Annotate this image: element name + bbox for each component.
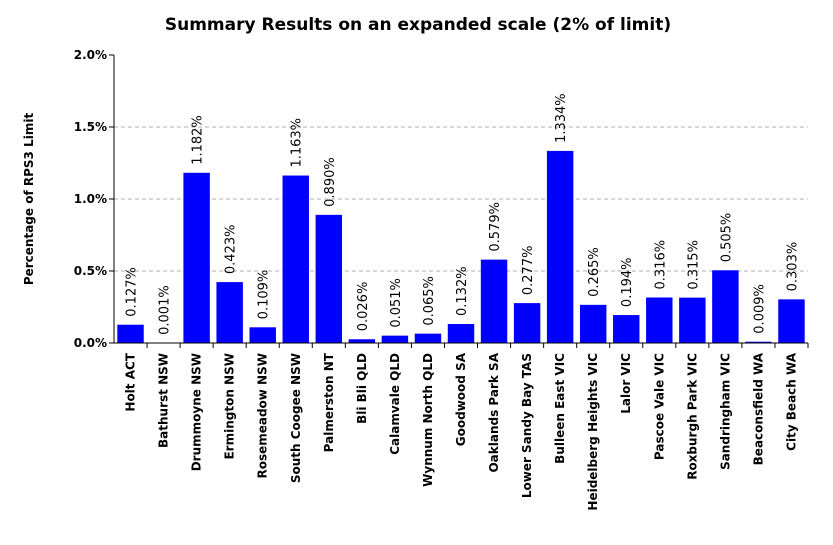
x-tick-label: Bathurst NSW [157, 353, 171, 448]
bar [745, 341, 772, 343]
x-tick-label: Ermington NSW [223, 353, 237, 460]
y-tick-label: 0.0% [74, 336, 107, 350]
x-tick-label: Bli Bli QLD [355, 353, 369, 424]
x-tick-label: Heidelberg Heights VIC [586, 353, 600, 511]
bar [381, 335, 409, 343]
axes [113, 55, 808, 344]
bar [117, 324, 144, 343]
y-tick-label: 0.5% [74, 264, 107, 278]
bar [480, 259, 508, 343]
data-label: 1.334% [554, 93, 569, 143]
data-label: 0.132% [455, 266, 470, 316]
data-label: 0.316% [653, 240, 668, 290]
bar [579, 304, 607, 343]
bar [282, 175, 309, 343]
x-tick-label: Lalor VIC [619, 353, 633, 414]
chart-title: Summary Results on an expanded scale (2%… [165, 15, 671, 35]
data-label: 1.163% [290, 118, 305, 168]
data-labels: 0.127% 0.001% 1.182% 0.423% 0.109% 1.163% 0.89… [125, 93, 801, 335]
x-tick-label: Rosemeadow NSW [256, 353, 270, 479]
x-tick-label: Sandringham VIC [718, 353, 732, 470]
bar [646, 297, 673, 343]
x-axis-ticks: Holt ACT Bathurst NSW Drummoyne NSW Ermingt… [124, 343, 809, 511]
y-axis-ticks: 0.0% 0.5% 1.0% 1.5% 2.0% [74, 48, 114, 350]
data-label: 0.265% [587, 247, 602, 297]
y-tick-label: 1.0% [74, 192, 107, 206]
bar [447, 323, 475, 343]
data-label: 0.001% [158, 285, 173, 335]
y-tick-label: 1.5% [74, 120, 107, 134]
data-label: 0.109% [257, 270, 272, 320]
bar [414, 333, 442, 343]
y-tick-label: 2.0% [74, 48, 107, 62]
data-label: 0.026% [356, 282, 371, 332]
data-label: 0.051% [389, 278, 404, 328]
x-tick-label: Calamvale QLD [388, 353, 402, 455]
data-label: 0.423% [224, 225, 239, 275]
data-label: 1.182% [191, 115, 206, 165]
bar [513, 303, 541, 343]
data-label: 0.065% [422, 276, 437, 326]
bar [778, 299, 805, 343]
bar [613, 315, 640, 343]
x-tick-label: City Beach WA [784, 352, 798, 451]
x-tick-label: Lower Sandy Bay TAS [520, 353, 534, 498]
data-label: 0.127% [125, 267, 140, 317]
bar [546, 150, 574, 343]
y-axis-label: Percentage of RPS3 Limit [22, 113, 36, 286]
bar [712, 270, 739, 343]
bar [249, 327, 276, 343]
data-label: 0.315% [686, 240, 701, 290]
bar [679, 297, 706, 343]
data-label: 0.579% [488, 202, 503, 252]
x-tick-label: Beaconsfield WA [751, 352, 765, 465]
data-label: 0.505% [719, 213, 734, 263]
data-label: 0.303% [785, 242, 800, 292]
x-tick-label: Pascoe Vale VIC [652, 353, 666, 460]
data-label: 0.194% [620, 257, 635, 307]
gridlines [114, 126, 808, 272]
x-tick-label: Drummoyne NSW [190, 353, 204, 471]
x-tick-label: Wynnum North QLD [421, 353, 435, 487]
data-label: 0.890% [323, 157, 338, 207]
data-label: 0.277% [521, 246, 536, 296]
data-label: 0.009% [752, 284, 767, 334]
x-tick-label: Bulleen East VIC [553, 353, 567, 464]
x-tick-label: Roxburgh Park VIC [685, 353, 699, 480]
bars [117, 150, 805, 343]
bar [315, 214, 343, 343]
x-tick-label: Goodwood SA [454, 352, 468, 446]
bar [216, 282, 243, 343]
x-tick-label: Oaklands Park SA [487, 352, 501, 472]
bar [183, 172, 210, 343]
bar [348, 339, 376, 343]
x-tick-label: Palmerston NT [322, 352, 336, 452]
x-tick-label: South Coogee NSW [289, 353, 303, 483]
x-tick-label: Holt ACT [124, 352, 138, 411]
